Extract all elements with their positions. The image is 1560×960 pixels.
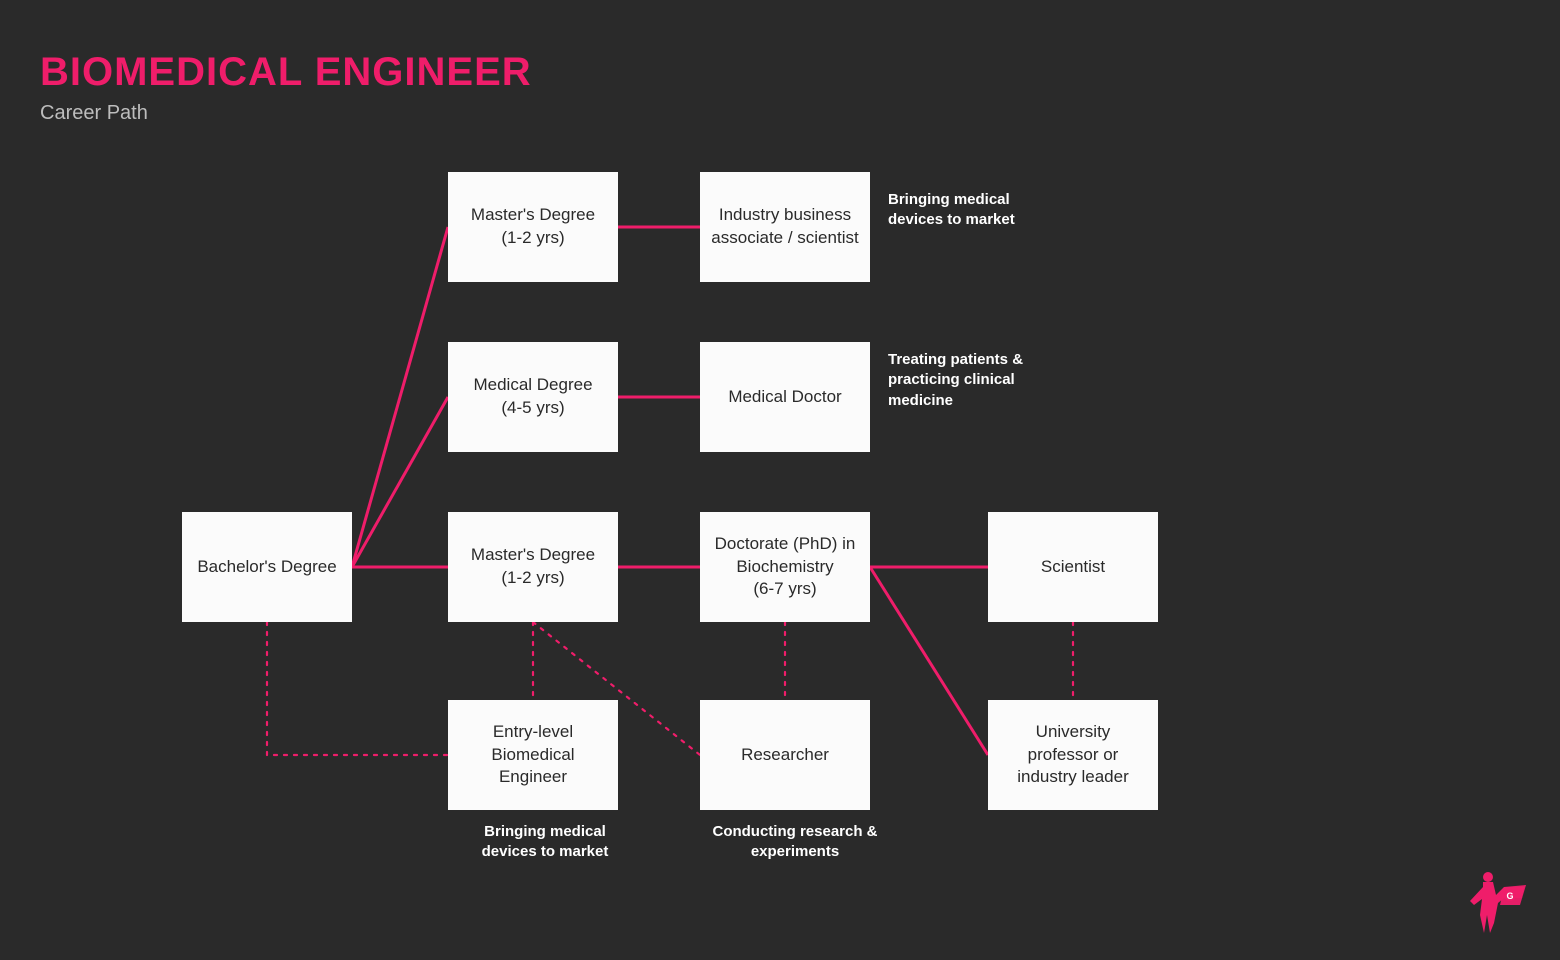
node-scientist: Scientist — [988, 512, 1158, 622]
node-masters2: Master's Degree(1-2 yrs) — [448, 512, 618, 622]
node-medical: Medical Degree(4-5 yrs) — [448, 342, 618, 452]
edge-bachelor-masters1 — [352, 227, 448, 567]
diagram-canvas: BIOMEDICAL ENGINEER Career Path Bachelor… — [0, 0, 1560, 960]
node-entry: Entry-levelBiomedicalEngineer — [448, 700, 618, 810]
caption-doctor: Treating patients &practicing clinicalme… — [888, 350, 1078, 411]
brand-logo: G — [1460, 865, 1530, 940]
svg-text:G: G — [1506, 891, 1513, 901]
node-professor: Universityprofessor orindustry leader — [988, 700, 1158, 810]
node-researcher: Researcher — [700, 700, 870, 810]
node-doctor: Medical Doctor — [700, 342, 870, 452]
node-phd: Doctorate (PhD) inBiochemistry(6-7 yrs) — [700, 512, 870, 622]
edge-bachelor-medical — [352, 397, 448, 567]
page-title: BIOMEDICAL ENGINEER — [40, 50, 532, 95]
node-industry: Industry businessassociate / scientist — [700, 172, 870, 282]
caption-entry: Bringing medicaldevices to market — [470, 822, 620, 863]
node-masters1: Master's Degree(1-2 yrs) — [448, 172, 618, 282]
edges-layer — [0, 0, 1560, 960]
page-subtitle: Career Path — [40, 102, 148, 125]
edge-phd-professor — [870, 567, 988, 755]
caption-industry: Bringing medicaldevices to market — [888, 190, 1068, 231]
caption-researcher: Conducting research &experiments — [700, 822, 890, 863]
edge-bachelor-entry — [267, 622, 448, 755]
node-bachelor: Bachelor's Degree — [182, 512, 352, 622]
